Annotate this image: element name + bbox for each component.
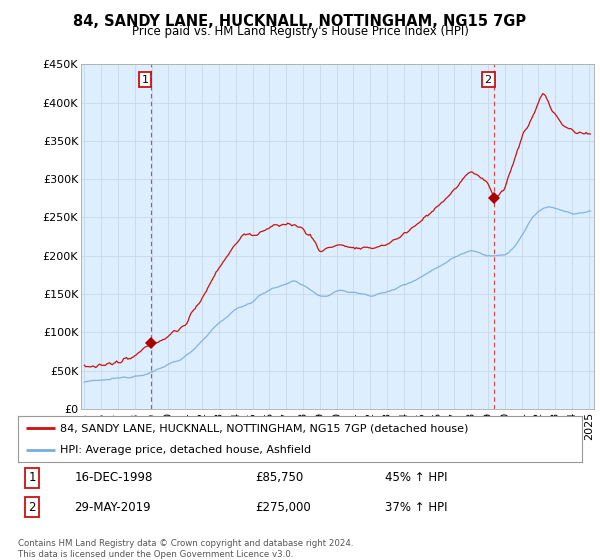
Text: 84, SANDY LANE, HUCKNALL, NOTTINGHAM, NG15 7GP (detached house): 84, SANDY LANE, HUCKNALL, NOTTINGHAM, NG… (60, 423, 469, 433)
Text: £275,000: £275,000 (255, 501, 311, 514)
Text: 84, SANDY LANE, HUCKNALL, NOTTINGHAM, NG15 7GP: 84, SANDY LANE, HUCKNALL, NOTTINGHAM, NG… (73, 14, 527, 29)
Text: 2: 2 (485, 74, 492, 85)
Text: Contains HM Land Registry data © Crown copyright and database right 2024.
This d: Contains HM Land Registry data © Crown c… (18, 539, 353, 559)
Text: 29-MAY-2019: 29-MAY-2019 (74, 501, 151, 514)
Text: 1: 1 (28, 471, 36, 484)
Text: Price paid vs. HM Land Registry's House Price Index (HPI): Price paid vs. HM Land Registry's House … (131, 25, 469, 38)
Text: 1: 1 (142, 74, 148, 85)
Text: 2: 2 (28, 501, 36, 514)
Text: 37% ↑ HPI: 37% ↑ HPI (385, 501, 447, 514)
Text: 45% ↑ HPI: 45% ↑ HPI (385, 471, 447, 484)
Text: £85,750: £85,750 (255, 471, 303, 484)
Text: HPI: Average price, detached house, Ashfield: HPI: Average price, detached house, Ashf… (60, 445, 311, 455)
Text: 16-DEC-1998: 16-DEC-1998 (74, 471, 153, 484)
